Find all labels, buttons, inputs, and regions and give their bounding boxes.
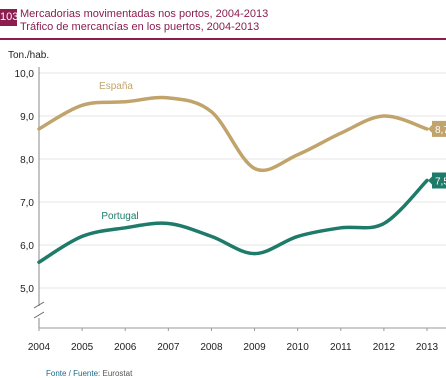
y-axis-label: Ton./hab. — [8, 50, 49, 61]
x-tick-label: 2011 — [330, 342, 352, 353]
end-value-badge-espa-a — [432, 120, 446, 137]
x-tick-label: 2007 — [157, 342, 180, 353]
source-value: Eurostat — [102, 369, 133, 378]
x-tick-label: 2005 — [71, 342, 94, 353]
header-rule — [0, 38, 446, 40]
y-tick-label: 9,0 — [20, 112, 34, 123]
x-tick-label: 2004 — [28, 342, 51, 353]
series-line-espa-a — [37, 95, 429, 172]
source-label: Fonte / Fuente: — [46, 369, 101, 378]
y-tick-label: 7,0 — [20, 198, 34, 209]
end-value-pointer-portugal — [428, 176, 432, 185]
x-tick-label: 2008 — [200, 342, 223, 353]
series-label-espa-a: España — [99, 81, 133, 92]
axis-break-mark — [33, 301, 45, 309]
end-value-label-portugal: 7,5 — [435, 177, 446, 188]
chart-title-spanish: Tráfico de mercancías en los puertos, 20… — [20, 21, 260, 33]
series-line-portugal — [37, 178, 429, 264]
end-value-pointer-espa-a — [428, 124, 432, 133]
y-tick-label: 5,0 — [20, 284, 34, 295]
end-value-badge-portugal — [432, 172, 446, 189]
source-note: Fonte / Fuente: Eurostat — [46, 369, 132, 378]
x-tick-label: 2010 — [287, 342, 310, 353]
x-tick-label: 2009 — [243, 342, 266, 353]
series-label-portugal: Portugal — [101, 211, 138, 222]
x-tick-label: 2012 — [373, 342, 396, 353]
y-tick-label: 6,0 — [20, 241, 34, 252]
end-value-label-espa-a: 8,7 — [435, 125, 446, 136]
figure-number-badge: 103 — [0, 9, 18, 26]
y-tick-label: 8,0 — [20, 155, 34, 166]
labels: 5,0 6,0 7,0 8,0 9,0 10,0 Ton./hab. 2004 2005 2006… — [8, 50, 446, 353]
chart-title-portuguese: Mercadorias movimentadas nos portos, 200… — [20, 8, 269, 20]
axes — [33, 67, 446, 331]
x-tick-label: 2013 — [416, 342, 439, 353]
axis-break-mark — [33, 311, 45, 319]
series — [37, 95, 429, 264]
grid — [39, 72, 446, 289]
x-tick-label: 2006 — [114, 342, 137, 353]
y-tick-label: 10,0 — [15, 69, 35, 80]
figure-header: 103 Mercadorias movimentadas nos portos,… — [0, 0, 446, 44]
